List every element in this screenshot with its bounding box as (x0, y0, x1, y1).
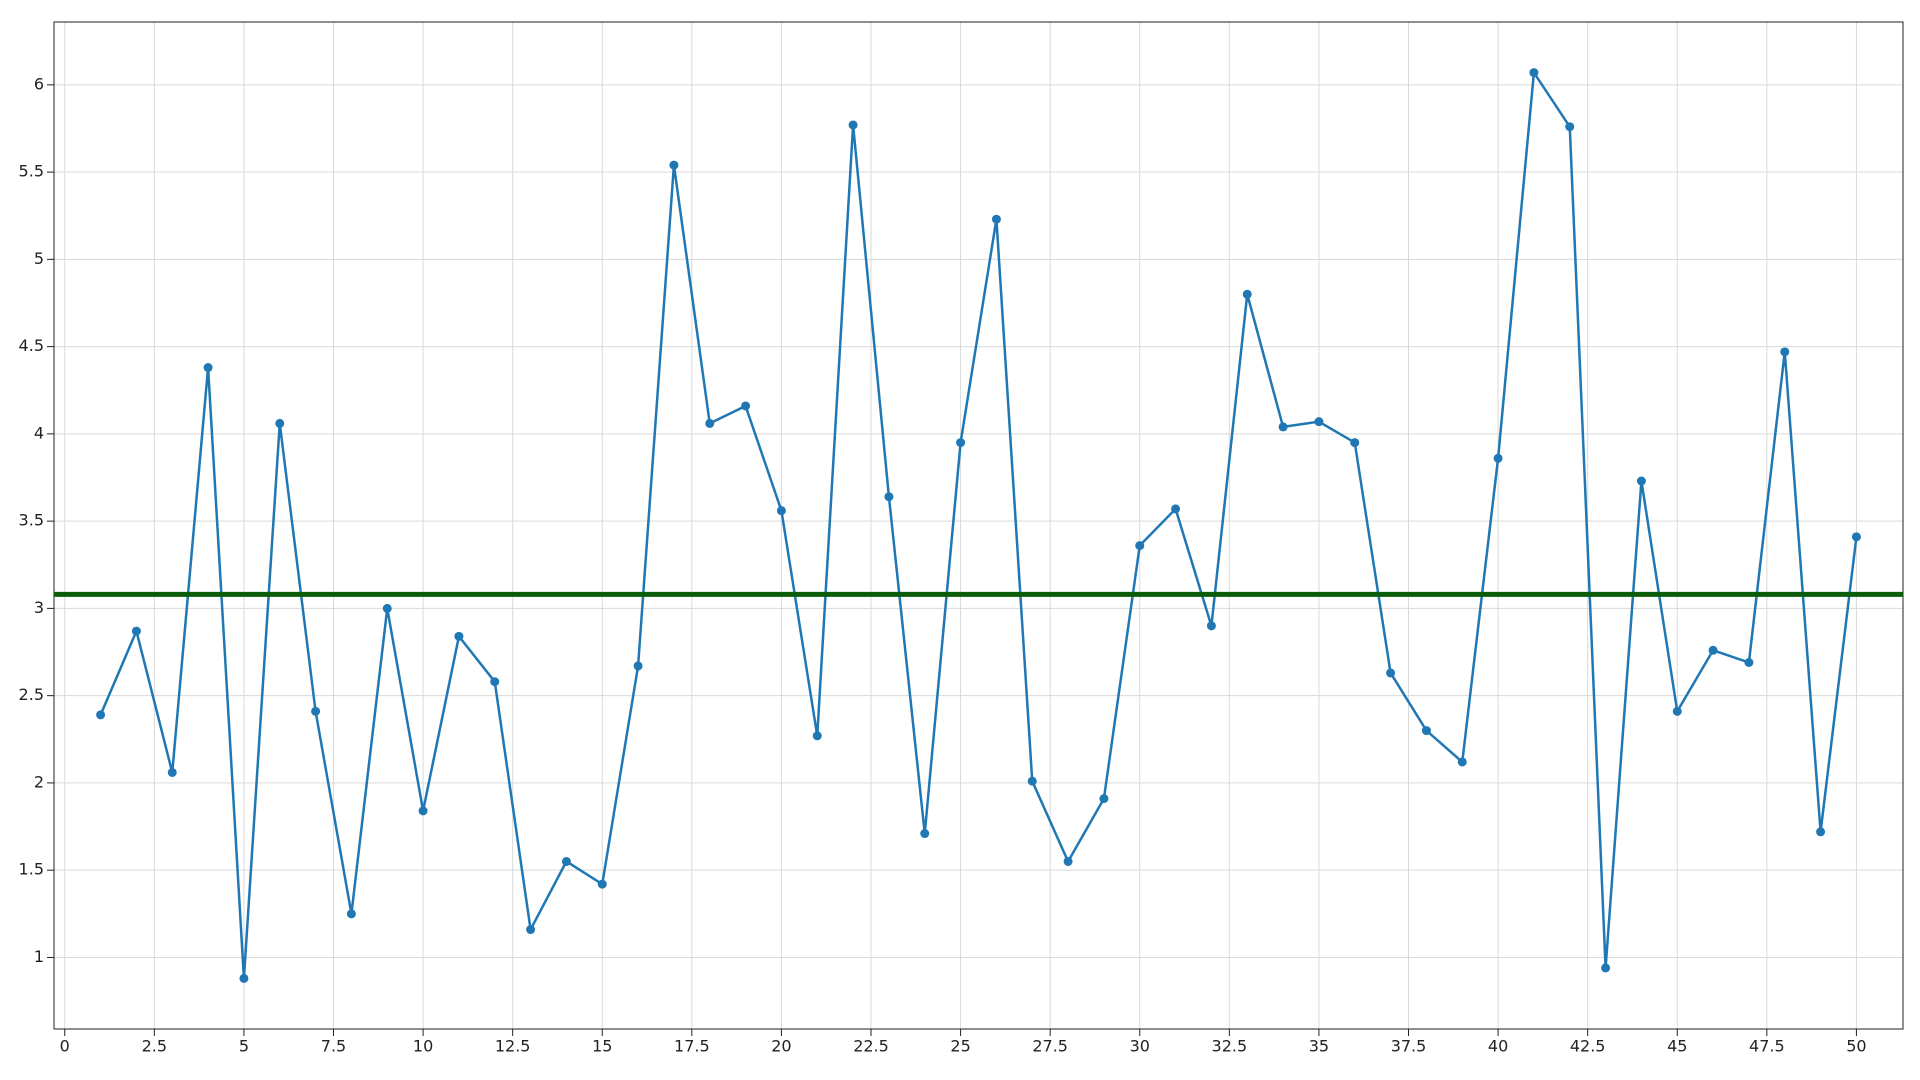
data-point (239, 973, 249, 983)
data-point (991, 214, 1001, 224)
y-tick-label: 4 (34, 423, 44, 442)
y-tick-label: 2 (34, 772, 44, 791)
data-point (561, 856, 571, 866)
y-tick-label: 3 (34, 598, 44, 617)
y-tick-label: 3.5 (19, 511, 44, 530)
y-tick-label: 5.5 (19, 162, 44, 181)
x-tick-label: 40 (1488, 1037, 1508, 1056)
data-point (418, 806, 428, 816)
data-point (776, 506, 786, 516)
plot-frame (53, 21, 1904, 1030)
data-point (1027, 776, 1037, 786)
data-point (454, 631, 464, 641)
data-point (96, 710, 106, 720)
x-tick-label: 42.5 (1570, 1037, 1606, 1056)
data-point (203, 363, 213, 373)
data-point (1135, 541, 1145, 551)
data-point (1278, 422, 1288, 432)
data-point (1529, 68, 1539, 78)
data-point (1493, 453, 1503, 463)
x-tick-label: 37.5 (1391, 1037, 1427, 1056)
data-line (99, 68, 1858, 979)
x-tick-label: 17.5 (674, 1037, 710, 1056)
data-point (633, 661, 643, 671)
data-point (1099, 794, 1109, 804)
x-tick-label: 12.5 (495, 1037, 531, 1056)
data-point (311, 706, 321, 716)
x-tick-label: 35 (1309, 1037, 1329, 1056)
data-point (1457, 757, 1467, 767)
data-point (848, 120, 858, 130)
y-tick-label: 2.5 (19, 685, 44, 704)
x-tick-label: 5 (239, 1037, 249, 1056)
x-tick-label: 25 (950, 1037, 970, 1056)
data-point (167, 767, 177, 777)
x-tick-label: 50 (1846, 1037, 1866, 1056)
data-point (956, 438, 966, 448)
data-point (1816, 827, 1826, 837)
data-point (884, 492, 894, 502)
x-tick-label: 20 (771, 1037, 791, 1056)
data-point (812, 731, 822, 741)
data-point (1314, 417, 1324, 427)
x-tick-label: 30 (1130, 1037, 1150, 1056)
x-tick-label: 2.5 (142, 1037, 167, 1056)
data-point (597, 879, 607, 889)
x-tick-label: 27.5 (1032, 1037, 1068, 1056)
data-point (490, 677, 500, 687)
data-point (526, 925, 536, 935)
data-point (1744, 658, 1754, 668)
data-point (131, 626, 141, 636)
data-point (669, 160, 679, 170)
x-tick-label: 10 (413, 1037, 433, 1056)
y-tick-label: 5 (34, 249, 44, 268)
data-point (705, 418, 715, 428)
y-tick-label: 6 (34, 74, 44, 93)
x-tick-label: 32.5 (1212, 1037, 1248, 1056)
data-point (346, 909, 356, 919)
data-point (275, 418, 285, 428)
data-point (920, 829, 930, 839)
x-tick-label: 47.5 (1749, 1037, 1785, 1056)
data-point (1672, 706, 1682, 716)
x-tick-label: 0 (60, 1037, 70, 1056)
data-point (382, 603, 392, 613)
data-point (1171, 504, 1181, 514)
y-tick-label: 1.5 (19, 860, 44, 879)
data-point (1851, 532, 1861, 542)
data-point (1636, 476, 1646, 486)
data-point (1063, 856, 1073, 866)
y-tick-label: 1 (34, 947, 44, 966)
data-point (1421, 726, 1431, 736)
data-point (1242, 289, 1252, 299)
data-point (1708, 645, 1718, 655)
x-tick-label: 45 (1667, 1037, 1687, 1056)
data-point (1386, 668, 1396, 678)
data-point (1206, 621, 1216, 631)
x-tick-label: 22.5 (853, 1037, 889, 1056)
data-point (741, 401, 751, 411)
x-tick-label: 15 (592, 1037, 612, 1056)
data-point (1780, 347, 1790, 357)
data-point (1350, 438, 1360, 448)
y-tick-label: 4.5 (19, 336, 44, 355)
x-tick-label: 7.5 (321, 1037, 346, 1056)
data-point (1565, 122, 1575, 132)
data-point (1601, 963, 1611, 973)
